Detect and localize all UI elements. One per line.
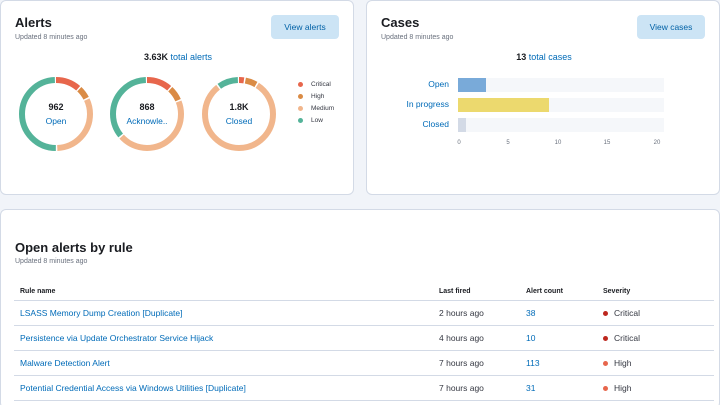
rule-name-link[interactable]: Potential Credential Access via Windows … xyxy=(20,383,246,393)
legend-item-low[interactable]: Low xyxy=(298,114,334,126)
case-label-closed[interactable]: Closed xyxy=(422,119,449,129)
legend-dot-icon xyxy=(298,93,303,99)
alerts-total[interactable]: 3.63K total alerts xyxy=(1,52,353,62)
donut-closed[interactable]: 1.8K Closed xyxy=(201,76,277,152)
donut-label[interactable]: Acknowle.. xyxy=(126,116,168,126)
donut-label[interactable]: Closed xyxy=(225,116,253,126)
severity-label: High xyxy=(614,358,632,368)
severity-dot-icon xyxy=(603,310,608,316)
axis-tick: 5 xyxy=(506,140,510,146)
legend-item-critical[interactable]: Critical xyxy=(298,78,334,90)
severity-label: High xyxy=(614,383,632,393)
legend-dot-icon xyxy=(298,81,303,87)
rule-name-link[interactable]: Persistence via Update Orchestrator Serv… xyxy=(20,333,214,343)
last-fired: 4 hours ago xyxy=(439,333,484,343)
donut-label[interactable]: Open xyxy=(45,116,67,126)
axis-tick: 15 xyxy=(603,140,611,146)
rules-panel: Open alerts by rule Updated 8 minutes ag… xyxy=(0,209,720,405)
view-alerts-button[interactable]: View alerts xyxy=(271,15,339,39)
severity-cell: Critical xyxy=(603,333,714,343)
col-severity[interactable]: Severity xyxy=(603,288,631,295)
col-last-fired[interactable]: Last fired xyxy=(439,288,471,295)
alerts-panel: Alerts Updated 8 minutes ago View alerts… xyxy=(0,0,354,195)
last-fired: 7 hours ago xyxy=(439,383,484,393)
donut-segment-medium[interactable] xyxy=(19,77,93,151)
donut-chart xyxy=(202,77,276,151)
cases-panel: Cases Updated 8 minutes ago View cases 1… xyxy=(366,0,720,195)
donut-count: 962 xyxy=(48,102,64,112)
col-alert-count[interactable]: Alert count xyxy=(526,288,563,295)
table-header: Rule name Last fired Alert count Severit… xyxy=(14,283,714,301)
table-row: Potential Credential Access via Windows … xyxy=(14,376,714,401)
alerts-total-value: 3.63K xyxy=(143,52,168,62)
legend-label: High xyxy=(311,92,325,100)
cases-total[interactable]: 13 total cases xyxy=(367,52,719,62)
case-bar-open[interactable] xyxy=(458,78,486,92)
legend-item-medium[interactable]: Medium xyxy=(298,102,334,114)
donut-count: 1.8K xyxy=(229,102,249,112)
donut-segment-low[interactable] xyxy=(110,77,184,151)
rule-name-link[interactable]: Malware Detection Alert xyxy=(20,358,110,368)
donut-chart xyxy=(19,77,93,151)
severity-label: Critical xyxy=(614,333,640,343)
case-label-open[interactable]: Open xyxy=(428,79,449,89)
severity-dot-icon xyxy=(603,360,608,366)
severity-cell: High xyxy=(603,358,714,368)
view-cases-button[interactable]: View cases xyxy=(637,15,705,39)
legend-label: Critical xyxy=(311,80,331,88)
axis-tick: 10 xyxy=(554,140,562,146)
severity-cell: Critical xyxy=(603,308,714,318)
cases-total-value: 13 xyxy=(516,52,527,62)
donut-segment-critical[interactable] xyxy=(110,77,184,151)
alert-count-link[interactable]: 10 xyxy=(526,333,536,343)
donut-segment-medium[interactable] xyxy=(202,77,276,151)
legend-label: Medium xyxy=(311,104,335,112)
cases-total-label: total cases xyxy=(528,52,572,62)
alert-count-link[interactable]: 38 xyxy=(526,308,536,318)
legend-label: Low xyxy=(311,116,323,124)
alerts-updated: Updated 8 minutes ago xyxy=(15,34,88,41)
legend-dot-icon xyxy=(298,105,303,111)
legend-item-high[interactable]: High xyxy=(298,90,334,102)
donut-segment-critical[interactable] xyxy=(202,77,276,151)
severity-label: Critical xyxy=(614,308,640,318)
case-bar-in-progress[interactable] xyxy=(458,98,549,112)
alerts-title: Alerts xyxy=(15,15,52,30)
axis-tick: 0 xyxy=(457,140,461,146)
severity-dot-icon xyxy=(603,385,608,391)
rule-name-link[interactable]: LSASS Memory Dump Creation [Duplicate] xyxy=(20,308,183,318)
donut-count: 868 xyxy=(139,102,155,112)
donut-acknowledged[interactable]: 868 Acknowle.. xyxy=(109,76,185,152)
donut-segment-critical[interactable] xyxy=(19,77,93,151)
last-fired: 7 hours ago xyxy=(439,358,484,368)
table-row: Persistence via Update Orchestrator Serv… xyxy=(14,326,714,351)
donut-segment-medium[interactable] xyxy=(110,77,184,151)
case-bar-track xyxy=(458,78,664,92)
table-row: Malware Detection Alert 7 hours ago 113 … xyxy=(14,351,714,376)
cases-title: Cases xyxy=(381,15,420,30)
alert-count-link[interactable]: 113 xyxy=(526,358,540,368)
alert-count-link[interactable]: 31 xyxy=(526,383,536,393)
severity-cell: High xyxy=(603,383,714,393)
case-bar-closed[interactable] xyxy=(458,118,467,132)
rules-table: Rule name Last fired Alert count Severit… xyxy=(14,283,714,401)
rules-title: Open alerts by rule xyxy=(15,240,133,255)
severity-legend: Critical High Medium Low xyxy=(298,78,334,126)
donut-segment-low[interactable] xyxy=(19,77,93,151)
last-fired: 2 hours ago xyxy=(439,308,484,318)
donut-open[interactable]: 962 Open xyxy=(18,76,94,152)
table-row: LSASS Memory Dump Creation [Duplicate] 2… xyxy=(14,301,714,326)
case-bar-track xyxy=(458,98,664,112)
legend-dot-icon xyxy=(298,117,303,123)
severity-dot-icon xyxy=(603,335,608,341)
col-rule-name[interactable]: Rule name xyxy=(20,288,56,295)
axis-tick: 20 xyxy=(653,140,661,146)
rules-updated: Updated 8 minutes ago xyxy=(15,258,88,265)
alerts-total-label: total alerts xyxy=(170,52,213,62)
case-bar-track xyxy=(458,118,664,132)
case-label-in-progress[interactable]: In progress xyxy=(406,99,449,109)
donut-chart xyxy=(110,77,184,151)
cases-updated: Updated 8 minutes ago xyxy=(381,34,454,41)
